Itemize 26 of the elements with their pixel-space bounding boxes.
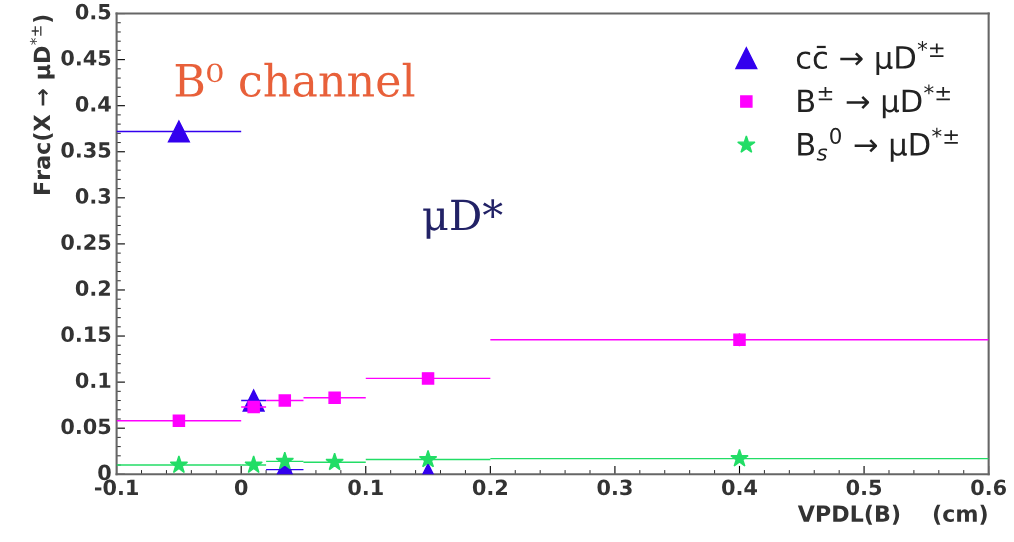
y-tick-label: 0.2 xyxy=(75,280,110,297)
y-tick-label: 0.3 xyxy=(75,188,111,204)
x-tick-label: -0.1 xyxy=(94,479,138,496)
x-axis-title: VPDL(B) (cm) xyxy=(797,504,987,525)
y-tick-label: 0.05 xyxy=(61,418,111,435)
x-tick-label: 0 xyxy=(234,479,248,496)
y-tick-label: 0.4 xyxy=(75,95,111,112)
x-tick-label: 0.2 xyxy=(472,479,507,496)
y-axis-title: Frac(X → μD$^{*±}$) xyxy=(29,15,55,194)
y-tick-label: 0.45 xyxy=(61,49,111,66)
y-tick-label: 0.5 xyxy=(75,3,111,20)
y-tick-label: 0.25 xyxy=(61,234,111,250)
x-tick-label: 0.1 xyxy=(348,479,383,496)
x-tick-label: 0.4 xyxy=(722,479,757,496)
legend-label: cc̄ → μD$^{*±}$ xyxy=(796,41,944,75)
y-tick-label: 0.15 xyxy=(61,326,111,343)
y-tick-label: 0.1 xyxy=(75,372,111,389)
annotation: μD* xyxy=(423,199,503,239)
x-tick-label: 0.3 xyxy=(597,479,632,496)
x-tick-label: 0.5 xyxy=(846,479,882,496)
y-tick-label: 0.35 xyxy=(61,142,111,158)
annotation: B⁰ channel xyxy=(175,62,415,98)
legend-label: B$_{s}$$^{0}$ → μD$^{*±}$ xyxy=(798,127,958,162)
legend-label: B$^{±}$ → μD$^{*±}$ xyxy=(798,84,950,119)
x-tick-label: 0.6 xyxy=(971,479,1006,496)
y-tick-label: 0 xyxy=(98,464,111,481)
